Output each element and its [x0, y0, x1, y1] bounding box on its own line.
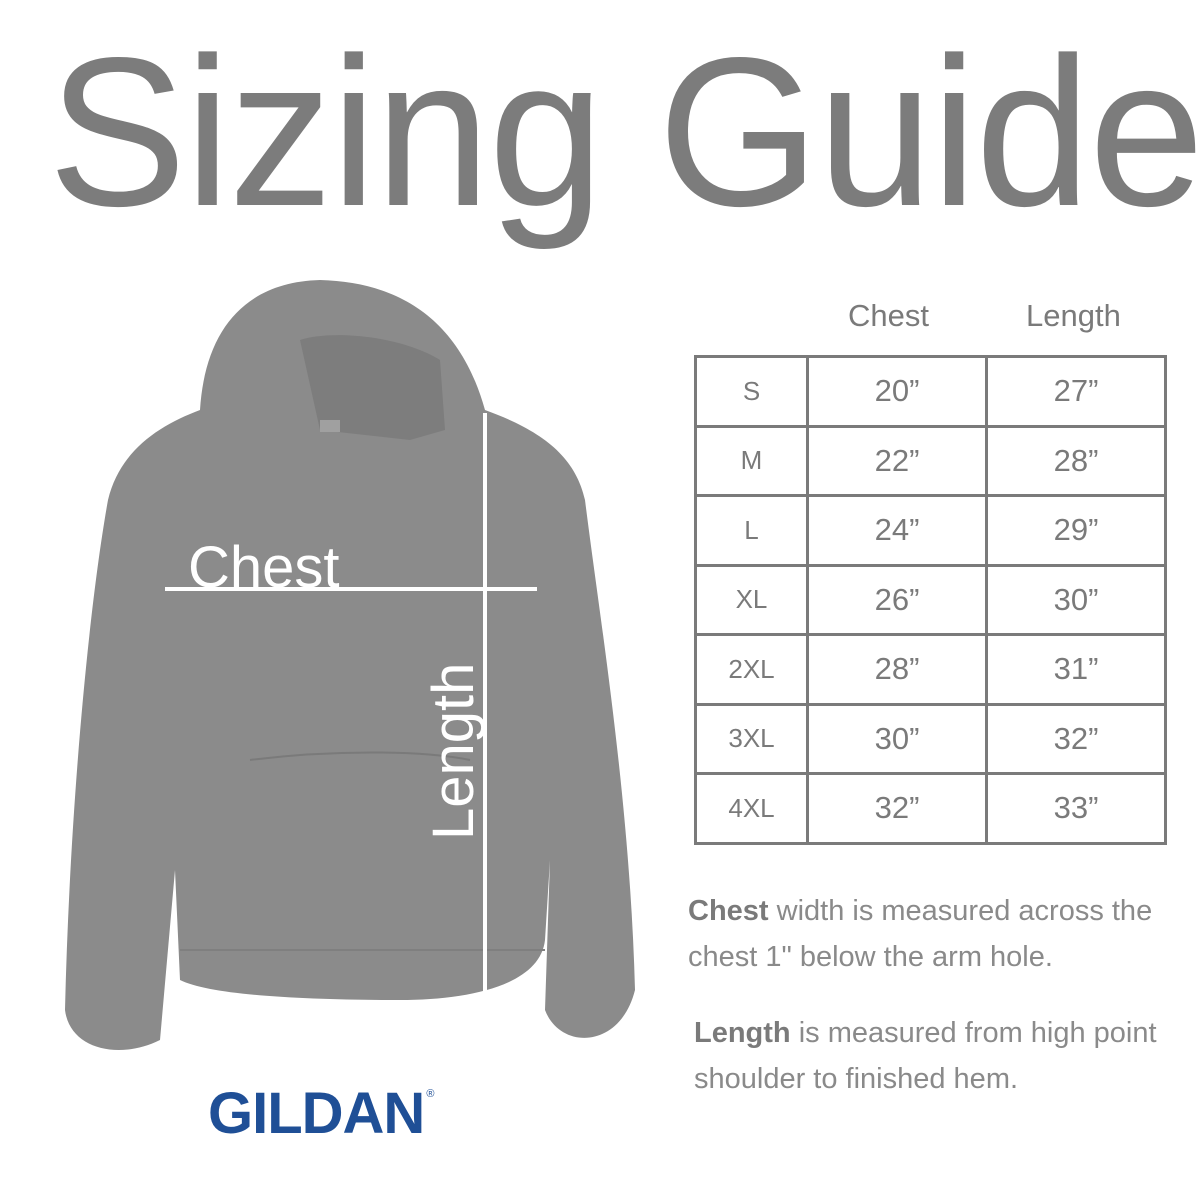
chest-cell: 32”	[806, 772, 988, 845]
column-header-chest: Chest	[848, 298, 929, 333]
hoodie-label-tag	[320, 420, 340, 432]
length-cell: 33”	[985, 772, 1167, 845]
size-cell: 4XL	[694, 772, 809, 845]
chest-cell: 24”	[806, 494, 988, 567]
table-row: M 22” 28”	[694, 424, 1167, 497]
chest-note: Chest width is measured across the chest…	[688, 895, 1153, 973]
length-cell: 32”	[985, 702, 1167, 775]
column-header-length: Length	[1026, 298, 1121, 333]
length-cell: 27”	[985, 355, 1167, 428]
table-row: L 24” 29”	[694, 494, 1167, 567]
chest-diagram-label: Chest	[188, 535, 340, 600]
length-cell: 29”	[985, 494, 1167, 567]
chest-cell: 28”	[806, 633, 988, 706]
gildan-logo: GILDAN ®	[208, 1081, 434, 1146]
size-cell: L	[694, 494, 809, 567]
table-row: 3XL 30” 32”	[694, 702, 1167, 775]
chest-cell: 30”	[806, 702, 988, 775]
page-title: Sizing Guide	[48, 13, 1200, 250]
hood-inner	[300, 335, 445, 440]
length-diagram-label: Length	[421, 662, 486, 840]
table-row: S 20” 27”	[694, 355, 1167, 428]
table-row: 2XL 28” 31”	[694, 633, 1167, 706]
length-cell: 31”	[985, 633, 1167, 706]
size-cell: 3XL	[694, 702, 809, 775]
chest-cell: 22”	[806, 424, 988, 497]
pocket-outline	[249, 751, 471, 761]
hoodie-image	[65, 280, 635, 1050]
size-cell: XL	[694, 563, 809, 636]
table-row: 4XL 32” 33”	[694, 772, 1167, 845]
length-cell: 28”	[985, 424, 1167, 497]
size-table: S 20” 27” M 22” 28” L 24” 29” XL 26” 30” 2XL 28” 31” 3X…	[694, 355, 1167, 845]
size-cell: M	[694, 424, 809, 497]
length-cell: 30”	[985, 563, 1167, 636]
hoodie-body	[65, 280, 635, 1050]
table-row: XL 26” 30”	[694, 563, 1167, 636]
length-note: Length is measured from high point shoul…	[694, 1017, 1157, 1095]
size-cell: S	[694, 355, 809, 428]
chest-cell: 20”	[806, 355, 988, 428]
size-cell: 2XL	[694, 633, 809, 706]
chest-cell: 26”	[806, 563, 988, 636]
